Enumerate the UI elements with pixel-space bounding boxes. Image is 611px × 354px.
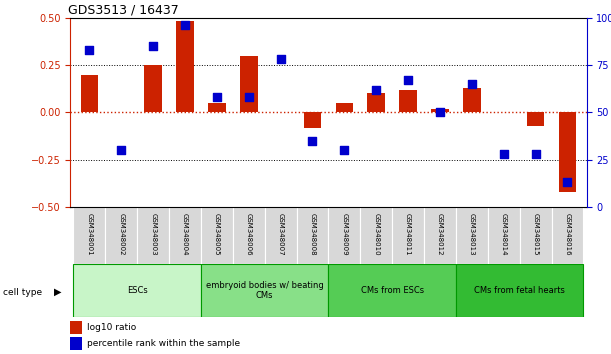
Text: GSM348006: GSM348006 <box>246 213 252 256</box>
Point <box>531 151 541 157</box>
Bar <box>137 207 169 264</box>
Bar <box>400 90 417 113</box>
Bar <box>144 65 162 113</box>
Bar <box>367 93 385 113</box>
Bar <box>488 207 519 264</box>
Text: embryoid bodies w/ beating
CMs: embryoid bodies w/ beating CMs <box>206 281 324 300</box>
Point <box>148 43 158 49</box>
Bar <box>70 337 82 350</box>
Point <box>244 95 254 100</box>
Bar <box>296 207 329 264</box>
Bar <box>240 56 257 113</box>
Bar <box>552 207 584 264</box>
Bar <box>329 207 360 264</box>
Text: ▶: ▶ <box>54 287 61 297</box>
Text: GSM348003: GSM348003 <box>150 213 156 256</box>
Point <box>180 22 190 28</box>
Point <box>435 110 445 115</box>
Text: GSM348004: GSM348004 <box>182 213 188 256</box>
Bar <box>208 103 225 113</box>
Point <box>563 179 573 185</box>
Text: GSM348009: GSM348009 <box>342 213 347 256</box>
Bar <box>527 113 544 126</box>
Point <box>212 95 222 100</box>
Text: GSM348015: GSM348015 <box>533 213 538 256</box>
Text: GDS3513 / 16437: GDS3513 / 16437 <box>68 4 178 17</box>
Bar <box>105 207 137 264</box>
Bar <box>519 207 552 264</box>
Bar <box>265 207 296 264</box>
Text: GSM348008: GSM348008 <box>310 213 315 256</box>
Text: CMs from fetal hearts: CMs from fetal hearts <box>474 286 565 295</box>
Text: GSM348016: GSM348016 <box>565 213 571 256</box>
Text: percentile rank within the sample: percentile rank within the sample <box>87 339 240 348</box>
Text: ESCs: ESCs <box>127 286 148 295</box>
Point <box>307 138 317 144</box>
Bar <box>169 207 201 264</box>
Bar <box>463 88 481 113</box>
Point <box>403 78 413 83</box>
Text: GSM348014: GSM348014 <box>500 213 507 256</box>
Bar <box>558 113 576 192</box>
Bar <box>81 75 98 113</box>
Bar <box>201 264 329 317</box>
Text: CMs from ESCs: CMs from ESCs <box>360 286 423 295</box>
Bar <box>73 264 201 317</box>
Bar <box>201 207 233 264</box>
Bar <box>176 22 194 113</box>
Text: GSM348002: GSM348002 <box>119 213 124 256</box>
Bar <box>304 113 321 127</box>
Text: GSM348010: GSM348010 <box>373 213 379 256</box>
Point <box>499 151 508 157</box>
Text: GSM348012: GSM348012 <box>437 213 443 256</box>
Text: GSM348007: GSM348007 <box>277 213 284 256</box>
Bar <box>335 103 353 113</box>
Point <box>84 47 94 53</box>
Bar <box>392 207 424 264</box>
Bar <box>329 264 456 317</box>
Point <box>340 147 349 153</box>
Bar <box>456 264 584 317</box>
Bar <box>431 109 448 113</box>
Point <box>467 81 477 87</box>
Point <box>276 57 285 62</box>
Bar <box>233 207 265 264</box>
Text: cell type: cell type <box>3 287 42 297</box>
Bar <box>424 207 456 264</box>
Point <box>371 87 381 92</box>
Text: GSM348001: GSM348001 <box>86 213 92 256</box>
Text: log10 ratio: log10 ratio <box>87 323 136 332</box>
Text: GSM348011: GSM348011 <box>405 213 411 256</box>
Bar <box>70 321 82 333</box>
Bar <box>73 207 105 264</box>
Bar <box>360 207 392 264</box>
Point <box>116 147 126 153</box>
Bar <box>456 207 488 264</box>
Text: GSM348013: GSM348013 <box>469 213 475 256</box>
Text: GSM348005: GSM348005 <box>214 213 220 256</box>
